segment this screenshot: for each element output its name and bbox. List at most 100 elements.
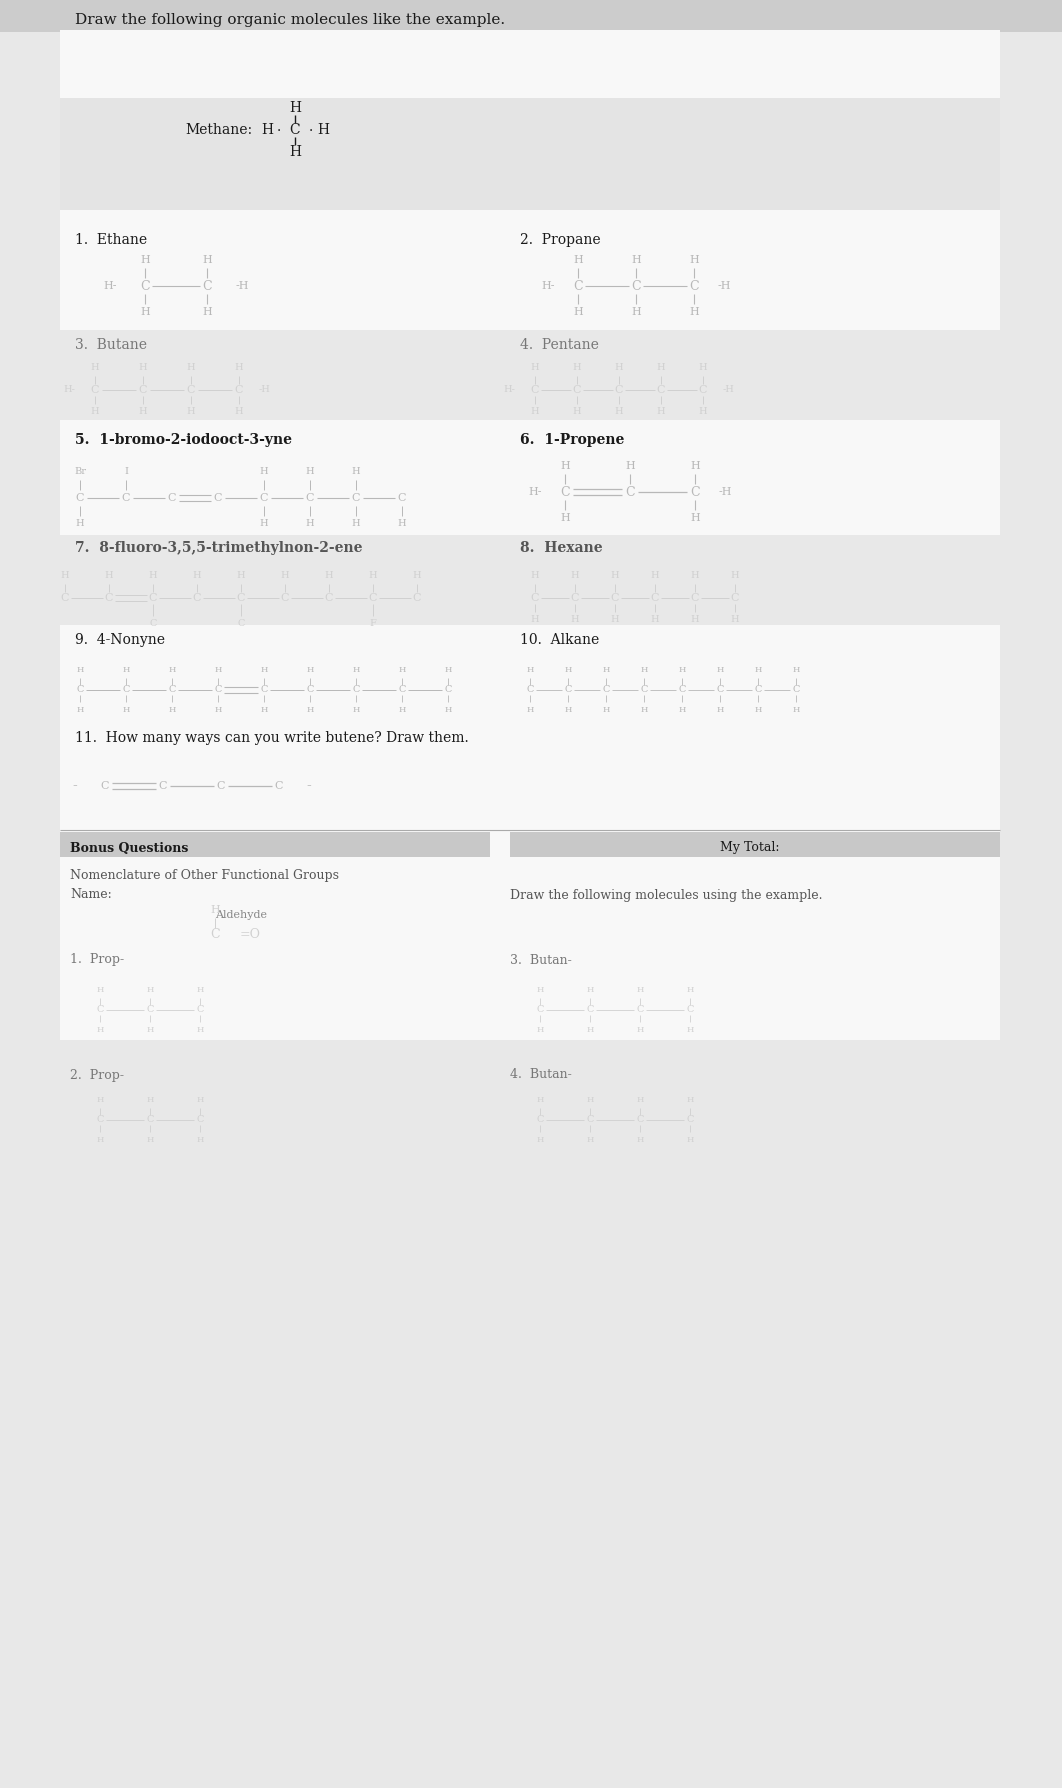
Text: H: H — [656, 363, 665, 372]
Text: H: H — [122, 706, 130, 713]
Text: H: H — [105, 572, 114, 581]
Text: C: C — [531, 594, 539, 603]
Text: H: H — [686, 985, 693, 994]
Text: 1.  Prop-: 1. Prop- — [70, 953, 124, 967]
Text: C: C — [122, 685, 130, 694]
Text: 11.  How many ways can you write butene? Draw them.: 11. How many ways can you write butene? … — [75, 731, 468, 746]
Text: H: H — [792, 665, 800, 674]
Text: H: H — [260, 665, 268, 674]
Text: H: H — [602, 665, 610, 674]
Text: H-: H- — [528, 486, 542, 497]
Text: H: H — [260, 520, 269, 529]
Text: H: H — [636, 1026, 644, 1033]
Text: H: H — [260, 706, 268, 713]
Text: H: H — [679, 665, 686, 674]
Text: C: C — [217, 781, 225, 790]
Text: C: C — [564, 685, 571, 694]
Text: -: - — [72, 780, 78, 794]
Text: F: F — [370, 619, 376, 629]
Text: H: H — [235, 408, 243, 417]
Text: 7.  8-fluoro-3,5,5-trimethylnon-2-ene: 7. 8-fluoro-3,5,5-trimethylnon-2-ene — [75, 542, 362, 554]
Text: H: H — [90, 363, 100, 372]
Text: 2.  Prop-: 2. Prop- — [70, 1069, 124, 1082]
Text: H: H — [686, 1026, 693, 1033]
Text: C: C — [754, 685, 761, 694]
Text: H: H — [192, 572, 202, 581]
Text: H: H — [316, 123, 329, 138]
Text: H: H — [611, 615, 619, 624]
Text: H: H — [235, 363, 243, 372]
Text: 6.  1-Propene: 6. 1-Propene — [520, 433, 624, 447]
Text: C: C — [61, 594, 69, 603]
Text: -H: -H — [259, 386, 271, 395]
Text: H: H — [261, 123, 273, 138]
Text: H-: H- — [503, 386, 515, 395]
Text: H: H — [531, 572, 539, 581]
Text: C: C — [679, 685, 686, 694]
Text: H: H — [699, 408, 707, 417]
Text: H: H — [536, 1096, 544, 1103]
Text: H: H — [306, 706, 313, 713]
Text: H: H — [572, 363, 581, 372]
Text: C: C — [531, 384, 539, 395]
Text: C: C — [651, 594, 660, 603]
Text: C: C — [573, 279, 583, 293]
Text: H: H — [716, 706, 723, 713]
Text: H: H — [536, 985, 544, 994]
Text: H: H — [754, 706, 761, 713]
Text: C: C — [168, 493, 176, 502]
Text: H: H — [690, 513, 700, 524]
Text: H: H — [289, 145, 301, 159]
Text: H: H — [147, 1135, 154, 1144]
Text: 8.  Hexane: 8. Hexane — [520, 542, 602, 554]
Text: H: H — [564, 706, 571, 713]
Text: C: C — [122, 493, 131, 502]
Text: C: C — [536, 1116, 544, 1125]
Text: C: C — [237, 619, 244, 629]
Text: H: H — [527, 665, 534, 674]
Text: H: H — [531, 408, 539, 417]
Text: H: H — [139, 408, 148, 417]
Text: H: H — [352, 520, 360, 529]
Text: H: H — [570, 572, 579, 581]
Bar — [0, 0, 1062, 32]
Text: C: C — [237, 594, 245, 603]
Text: H: H — [397, 520, 407, 529]
Text: H: H — [196, 1135, 204, 1144]
Text: C: C — [631, 279, 640, 293]
Bar — [510, 831, 1000, 856]
Text: H-: H- — [63, 386, 75, 395]
Text: =O: =O — [240, 928, 261, 942]
Text: C: C — [626, 486, 635, 499]
Text: H: H — [602, 706, 610, 713]
Text: -H: -H — [717, 281, 731, 291]
Text: H: H — [792, 706, 800, 713]
Text: H: H — [168, 706, 175, 713]
Text: C: C — [325, 594, 333, 603]
Text: H: H — [413, 572, 422, 581]
Text: H: H — [531, 615, 539, 624]
Text: H: H — [140, 308, 150, 316]
Text: H: H — [289, 100, 301, 114]
Text: C: C — [196, 1005, 204, 1014]
Text: H: H — [636, 1135, 644, 1144]
Text: C: C — [369, 594, 377, 603]
Text: C: C — [686, 1116, 693, 1125]
Text: H: H — [215, 665, 222, 674]
Text: H: H — [147, 1026, 154, 1033]
Text: C: C — [352, 493, 360, 502]
Bar — [59, 331, 1000, 420]
Text: H-: H- — [103, 281, 117, 291]
Text: I: I — [124, 467, 129, 476]
Text: Name:: Name: — [70, 889, 112, 901]
Text: H: H — [651, 572, 660, 581]
Text: H: H — [586, 1135, 594, 1144]
Text: 3.  Butan-: 3. Butan- — [510, 953, 571, 967]
Text: H: H — [679, 706, 686, 713]
Text: H: H — [615, 408, 623, 417]
Text: H: H — [140, 256, 150, 265]
Text: C: C — [699, 384, 707, 395]
Text: C: C — [168, 685, 175, 694]
Text: ·: · — [277, 123, 281, 138]
Text: -: - — [307, 780, 311, 794]
